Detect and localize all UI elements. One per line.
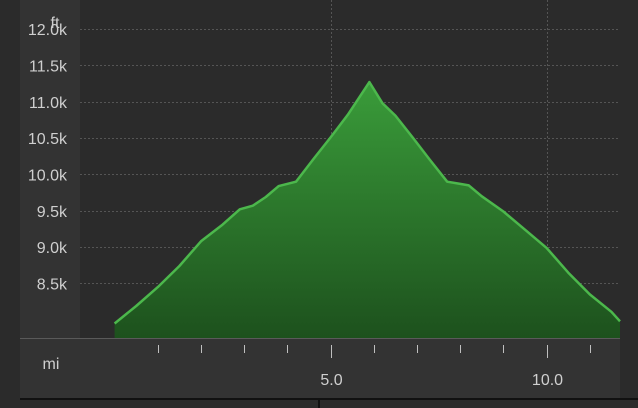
y-tick-label: 8.5k	[37, 277, 68, 294]
y-tick-label: 10.5k	[28, 131, 68, 148]
y-tick-labels: 8.5k 9.0k 9.5k 10.0k 10.5k 11.0k 11.5k 12.0k	[28, 22, 68, 293]
x-tick-label: 10.0	[532, 372, 563, 389]
x-ticks: 5.0 10.0	[158, 345, 591, 389]
y-tick-label: 9.0k	[37, 240, 68, 257]
elevation-area	[113, 80, 621, 338]
y-axis-band	[20, 0, 80, 338]
y-tick-label: 9.5k	[37, 204, 68, 221]
elevation-area-fill	[114, 82, 620, 338]
y-tick-label: 10.0k	[28, 168, 68, 185]
elevation-line	[113, 80, 621, 325]
x-tick-label: 5.0	[320, 372, 342, 389]
x-axis-unit-label: mi	[43, 356, 60, 373]
y-axis-unit-label: ft	[51, 15, 60, 32]
y-tick-label: 12.0k	[28, 22, 68, 39]
x-axis-band	[20, 338, 620, 398]
y-tick-label: 11.0k	[29, 95, 68, 112]
y-tick-label: 11.5k	[29, 58, 68, 75]
